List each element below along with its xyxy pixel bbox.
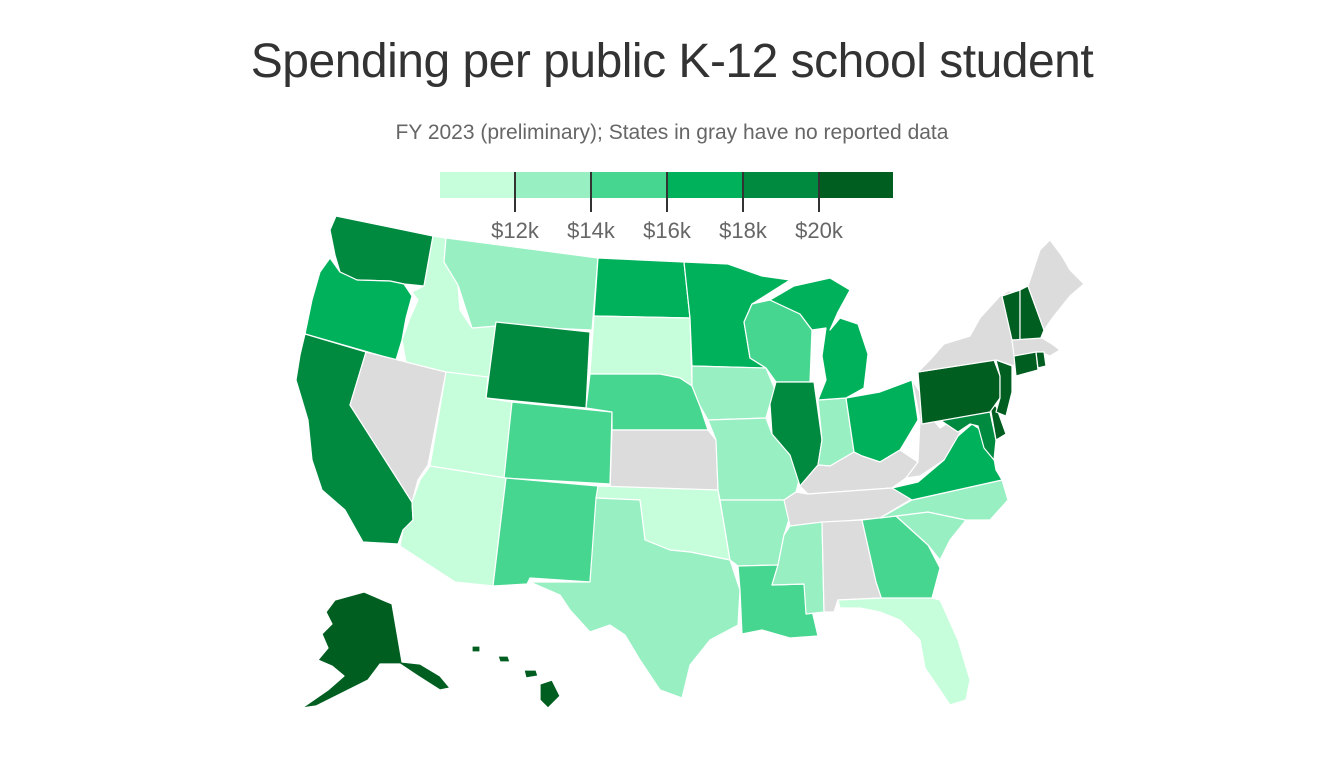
legend-bin-1 xyxy=(440,172,516,198)
state-mi[interactable] xyxy=(769,277,869,401)
state-nj[interactable] xyxy=(995,359,1013,417)
state-ne[interactable] xyxy=(585,373,709,431)
legend-bin-6 xyxy=(817,172,893,198)
legend-tick-label: $12k xyxy=(491,218,539,243)
state-nh[interactable] xyxy=(1019,285,1045,341)
state-ny[interactable] xyxy=(917,289,1021,373)
state-ct[interactable] xyxy=(1013,351,1039,377)
state-nm[interactable] xyxy=(492,477,599,587)
legend-tick-label: $16k xyxy=(643,218,691,243)
color-legend xyxy=(440,172,893,198)
state-me[interactable] xyxy=(1027,239,1085,331)
chart-title: Spending per public K-12 school student xyxy=(250,35,1094,88)
state-ks[interactable] xyxy=(609,429,719,491)
legend-tick xyxy=(818,172,820,212)
legend-tick xyxy=(514,172,516,212)
legend-tick-label: $18k xyxy=(719,218,767,243)
legend-bin-2 xyxy=(515,172,591,198)
state-ia[interactable] xyxy=(691,365,777,421)
state-wy[interactable] xyxy=(485,321,591,409)
state-ky[interactable] xyxy=(799,449,919,495)
legend-bin-4 xyxy=(666,172,742,198)
state-ri[interactable] xyxy=(1035,351,1047,369)
chart-subtitle: FY 2023 (preliminary); States in gray ha… xyxy=(395,121,949,144)
legend-bin-5 xyxy=(742,172,818,198)
state-md[interactable] xyxy=(939,411,997,461)
legend-tick xyxy=(590,172,592,212)
legend-bin-3 xyxy=(591,172,667,198)
state-co[interactable] xyxy=(503,401,613,485)
legend-tick xyxy=(666,172,668,212)
state-mt[interactable] xyxy=(443,237,599,331)
state-fl[interactable] xyxy=(837,597,971,706)
state-or[interactable] xyxy=(304,257,413,361)
state-hi-big[interactable] xyxy=(539,679,561,709)
legend-tick-label: $14k xyxy=(567,218,615,243)
state-hi-oahu[interactable] xyxy=(497,655,511,663)
state-ak[interactable] xyxy=(301,591,451,709)
legend-tick xyxy=(742,172,744,212)
state-tx[interactable] xyxy=(529,497,741,699)
state-hi-maui[interactable] xyxy=(523,669,539,679)
state-nd[interactable] xyxy=(593,257,691,319)
state-hi-kauai[interactable] xyxy=(471,645,481,653)
legend-tick-label: $20k xyxy=(795,218,843,243)
